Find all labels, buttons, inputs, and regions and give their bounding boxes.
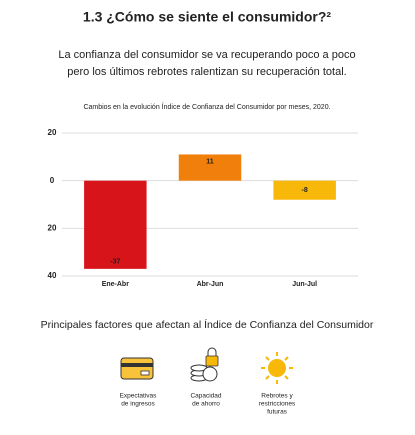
bar bbox=[178, 154, 242, 181]
y-tick-label: 20 bbox=[48, 128, 57, 137]
factor-label: de ahorro bbox=[192, 401, 220, 408]
factors-title: Principales factores que afectan al Índi… bbox=[41, 318, 374, 331]
x-tick-label: Ene-Abr bbox=[102, 281, 130, 288]
y-tick-label: 40 bbox=[48, 271, 57, 280]
subtitle-line: pero los últimos rebrotes ralentizan su … bbox=[67, 66, 346, 78]
bar bbox=[84, 180, 147, 269]
value-label: -8 bbox=[302, 187, 308, 194]
factor-label: restricciones bbox=[259, 401, 296, 408]
factor-label: Expectativas bbox=[120, 393, 158, 400]
icon-savings bbox=[190, 347, 219, 382]
factor-label: Capacidad bbox=[190, 393, 221, 400]
y-tick-label: 20 bbox=[48, 223, 57, 232]
page-title: 1.3 ¿Cómo se siente el consumidor?² bbox=[83, 9, 332, 25]
value-label: 11 bbox=[206, 158, 214, 165]
bar bbox=[273, 180, 336, 200]
value-label: -37 bbox=[110, 259, 120, 266]
chart-title: Cambios en la evolución Índice de Confia… bbox=[83, 102, 330, 111]
x-tick-label: Abr-Jun bbox=[197, 281, 224, 288]
x-tick-label: Jun-Jul bbox=[292, 281, 317, 288]
icon-card bbox=[120, 357, 154, 380]
subtitle-line: La confianza del consumidor se va recupe… bbox=[58, 49, 355, 61]
icon-sun bbox=[261, 352, 293, 384]
chart: 20 0 20 40 -37 Ene-Abr 11 Abr-Jun -8 Jun-Jul bbox=[48, 128, 358, 288]
factor-label: Rebrotes y bbox=[261, 393, 293, 400]
factor-label: futuras bbox=[267, 409, 288, 416]
factor-label: de ingresos bbox=[121, 401, 155, 408]
y-tick-label: 0 bbox=[50, 176, 55, 185]
